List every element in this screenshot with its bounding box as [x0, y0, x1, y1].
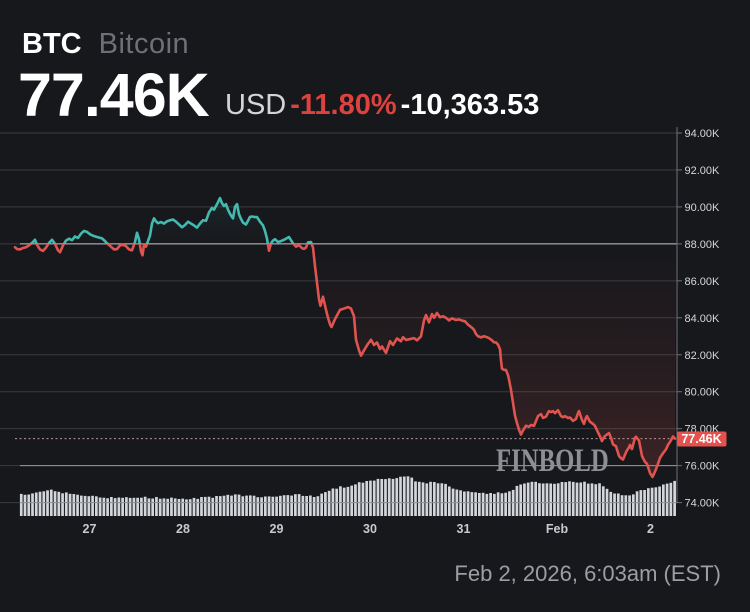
- svg-text:Feb: Feb: [546, 522, 569, 536]
- svg-text:31: 31: [457, 522, 471, 536]
- svg-text:90.00K: 90.00K: [685, 202, 721, 214]
- svg-text:80.00K: 80.00K: [685, 387, 721, 399]
- svg-text:29: 29: [270, 522, 284, 536]
- svg-text:76.00K: 76.00K: [685, 461, 721, 473]
- svg-text:2: 2: [647, 522, 654, 536]
- svg-text:77.46K: 77.46K: [681, 432, 721, 446]
- svg-text:86.00K: 86.00K: [685, 276, 721, 288]
- svg-text:74.00K: 74.00K: [685, 498, 721, 510]
- svg-text:28: 28: [176, 522, 190, 536]
- svg-text:82.00K: 82.00K: [685, 350, 721, 362]
- svg-text:30: 30: [363, 522, 377, 536]
- svg-text:94.00K: 94.00K: [685, 128, 721, 140]
- svg-text:92.00K: 92.00K: [685, 165, 721, 177]
- svg-text:88.00K: 88.00K: [685, 239, 721, 251]
- svg-text:84.00K: 84.00K: [685, 313, 721, 325]
- svg-text:27: 27: [83, 522, 97, 536]
